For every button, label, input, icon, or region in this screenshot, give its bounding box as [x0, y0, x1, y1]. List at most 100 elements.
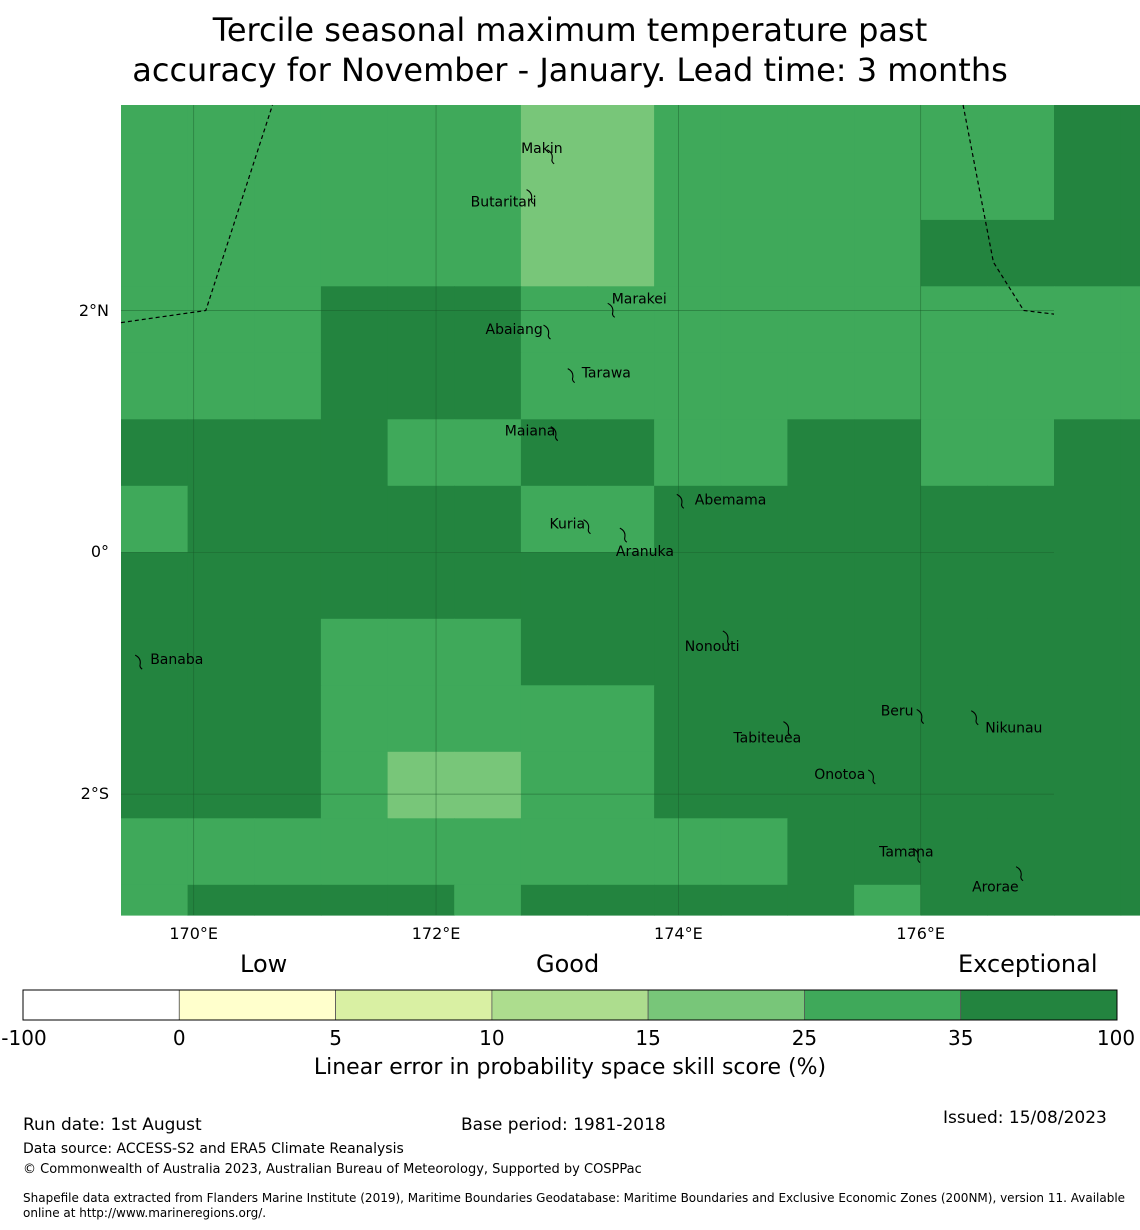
- island-outline: [567, 368, 576, 384]
- skill-cell: [654, 352, 722, 420]
- island-label-aranuka: Aranuka: [616, 544, 674, 560]
- skill-cell: [454, 552, 522, 620]
- skill-cell: [387, 219, 455, 287]
- skill-cell: [454, 751, 522, 819]
- lon-tick-label: 174°E: [654, 924, 703, 943]
- skill-cell: [920, 818, 988, 886]
- island-outline: [1015, 866, 1024, 882]
- skill-cell: [654, 884, 722, 916]
- skill-cell: [854, 751, 922, 819]
- skill-cell: [787, 219, 855, 287]
- island-label-tarawa: Tarawa: [581, 366, 631, 382]
- skill-cell: [720, 105, 788, 154]
- shapefile-credit-line-1: Shapefile data extracted from Flanders M…: [23, 1191, 1126, 1205]
- skill-cell: [121, 286, 189, 354]
- skill-cell: [520, 352, 589, 420]
- map-canvas[interactable]: Makin Butaritari Marakei Abaiang Tarawa Maian…: [0, 0, 1140, 960]
- skill-cell: [720, 618, 788, 686]
- skill-cell: [254, 286, 322, 354]
- skill-cell: [187, 219, 255, 287]
- island-label-abaiang: Abaiang: [486, 322, 543, 338]
- skill-cell: [720, 751, 788, 819]
- skill-cell: [254, 352, 322, 420]
- skill-cell: [121, 818, 189, 886]
- skill-cell: [987, 485, 1055, 553]
- issued-date: Issued: 15/08/2023: [943, 1108, 1107, 1128]
- skill-cell: [320, 485, 389, 553]
- island-label-onotoa: Onotoa: [814, 767, 865, 783]
- skill-cell: [920, 153, 988, 221]
- copyright: © Commonwealth of Australia 2023, Austra…: [23, 1162, 642, 1177]
- skill-cell: [121, 618, 189, 686]
- skill-cell: [520, 485, 589, 553]
- colorbar-bin: [335, 989, 493, 1021]
- skill-cell: [454, 485, 522, 553]
- skill-cell: [187, 751, 255, 819]
- category-low: Low: [240, 950, 288, 978]
- skill-cell: [520, 286, 589, 354]
- skill-cell: [987, 685, 1055, 753]
- skill-cell: [1120, 286, 1140, 354]
- island-outline: [550, 426, 559, 442]
- skill-cell: [254, 153, 322, 221]
- island-outline: [526, 189, 534, 205]
- skill-grid: [121, 105, 1140, 916]
- skill-cell: [1120, 352, 1140, 420]
- skill-cell: [787, 485, 855, 553]
- island-label-banaba: Banaba: [150, 652, 203, 668]
- skill-cell: [920, 286, 988, 354]
- island-label-arorae: Arorae: [972, 880, 1019, 896]
- skill-cell: [720, 884, 788, 916]
- skill-cell: [1120, 818, 1140, 886]
- skill-cell: [320, 751, 389, 819]
- colorbar-tick-label: 0: [172, 1026, 186, 1050]
- skill-cell: [254, 751, 322, 819]
- skill-cell: [520, 884, 589, 916]
- skill-cell: [654, 618, 722, 686]
- island-label-nikunau: Nikunau: [985, 721, 1042, 737]
- skill-cell: [320, 884, 389, 916]
- skill-cell: [187, 352, 255, 420]
- skill-cell: [320, 419, 389, 487]
- skill-cell: [187, 419, 255, 487]
- skill-cell: [1054, 485, 1122, 553]
- skill-cell: [320, 105, 389, 154]
- skill-cell: [454, 685, 522, 753]
- skill-cell: [920, 105, 988, 154]
- skill-cell: [587, 153, 655, 221]
- skill-cell: [654, 552, 722, 620]
- skill-cell: [854, 818, 922, 886]
- skill-cell: [1120, 751, 1140, 819]
- island-outline: [970, 710, 979, 726]
- category-exceptional: Exceptional: [958, 950, 1098, 978]
- skill-cell: [787, 105, 855, 154]
- skill-cell: [654, 818, 722, 886]
- lat-tick-label: 0°: [90, 542, 109, 562]
- skill-cell: [587, 685, 655, 753]
- skill-cell: [121, 485, 189, 553]
- skill-cell: [587, 352, 655, 420]
- skill-cell: [254, 105, 322, 154]
- skill-cell: [854, 105, 922, 154]
- skill-cell: [587, 485, 655, 553]
- skill-cell: [654, 105, 722, 154]
- skill-cell: [254, 884, 322, 916]
- skill-cell: [1120, 153, 1140, 221]
- skill-cell: [121, 105, 189, 154]
- skill-cell: [520, 685, 589, 753]
- skill-cell: [1054, 419, 1122, 487]
- skill-cell: [787, 884, 855, 916]
- skill-cell: [854, 153, 922, 221]
- skill-cell: [121, 419, 189, 487]
- colorbar-bin: [491, 989, 649, 1021]
- skill-cell: [654, 685, 722, 753]
- skill-cell: [520, 751, 589, 819]
- island-outline: [134, 654, 143, 670]
- colorbar-bin: [960, 989, 1118, 1021]
- skill-cell: [920, 552, 988, 620]
- skill-cell: [254, 419, 322, 487]
- skill-cell: [387, 618, 455, 686]
- colorbar-tick-label: 10: [479, 1026, 505, 1050]
- skill-cell: [254, 552, 322, 620]
- skill-cell: [854, 485, 922, 553]
